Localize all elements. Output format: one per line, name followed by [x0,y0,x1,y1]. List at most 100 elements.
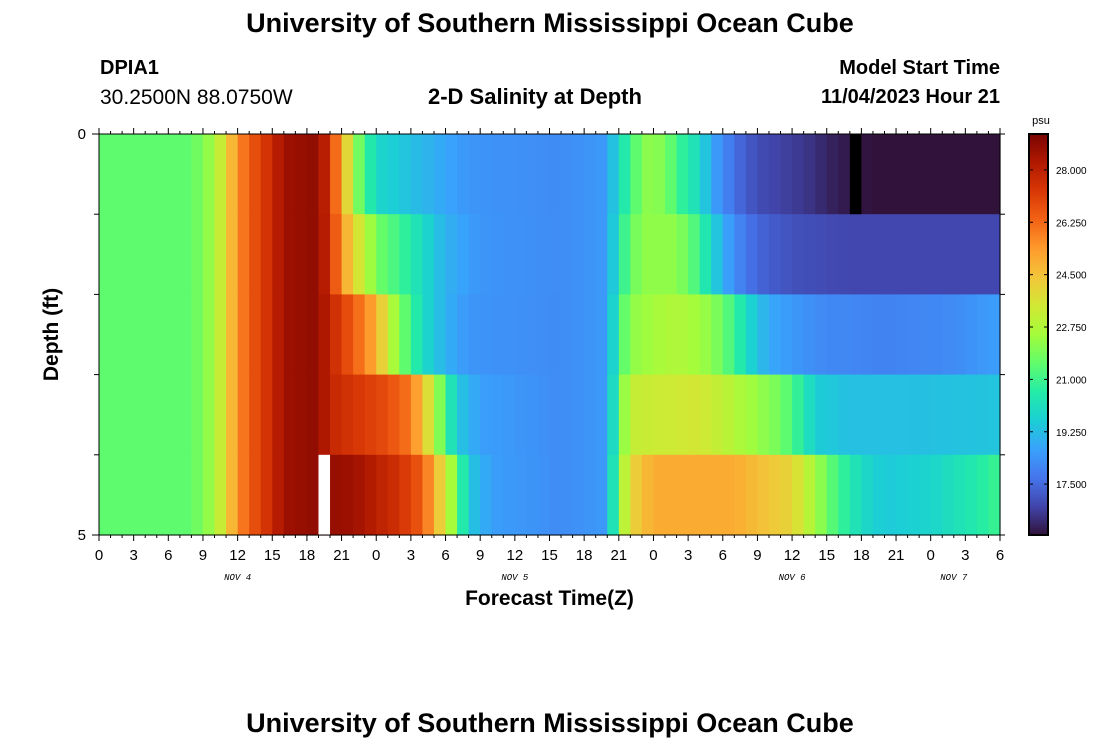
heatmap-cell [156,374,169,456]
heatmap-cell [688,214,701,295]
heatmap-cell [549,454,562,536]
heatmap-cell [838,454,851,536]
heatmap-cell [688,134,701,215]
heatmap-cell [226,134,239,215]
colorbar-segment [1029,487,1048,491]
x-tick-label: 21 [888,547,905,564]
heatmap-cell [306,134,320,215]
colorbar-segment [1029,449,1048,453]
y-tick-label: 0 [78,126,86,143]
heatmap-cell [988,294,1001,376]
heatmap-cell [410,294,424,376]
heatmap-cell [364,454,377,536]
x-tick-label: 9 [199,547,207,564]
heatmap-cell [965,294,978,376]
colorbar-segment [1029,382,1048,386]
heatmap-cell [861,214,874,295]
heatmap-cell [884,294,897,376]
heatmap-cell [433,454,447,536]
heatmap-cell [653,134,666,215]
heatmap-cell [861,294,874,376]
colorbar-segment [1029,389,1048,393]
colorbar-segment [1029,522,1048,526]
colorbar-segment [1029,387,1048,391]
colorbar-segment [1029,241,1048,245]
colorbar-segment [1029,507,1048,511]
colorbar-segment [1029,337,1048,341]
heatmap-cell [572,294,585,376]
heatmap-cell [676,374,689,456]
heatmap-cell [838,134,851,215]
heatmap-cell [907,294,920,376]
colorbar-tick-label: 21.000 [1056,375,1087,386]
colorbar-segment [1029,214,1048,218]
colorbar-segment [1029,189,1048,193]
colorbar-segment [1029,347,1048,351]
heatmap-cell [480,454,493,536]
heatmap-cell [630,454,643,536]
heatmap-cell [988,134,1001,215]
heatmap-cell [630,374,643,456]
colorbar-segment [1029,409,1048,413]
heatmap-cell [526,294,539,376]
heatmap-cell [815,294,828,376]
date-label: NOV 4 [224,573,251,583]
heatmap-cell [110,294,123,376]
colorbar-segment [1029,352,1048,356]
heatmap-cell [665,454,678,536]
heatmap-cell [260,454,273,536]
colorbar-segment [1029,354,1048,358]
heatmap-cell [872,294,886,376]
heatmap-cell [295,294,308,376]
colorbar-segment [1029,459,1048,463]
heatmap-cell [757,374,770,456]
heatmap-cell [884,134,897,215]
heatmap-cell [572,214,585,295]
colorbar-segment [1029,502,1048,506]
heatmap-cell [722,134,735,215]
heatmap-cell [826,294,839,376]
heatmap-cell [792,134,805,215]
heatmap-cell [202,214,216,295]
heatmap-cell [133,454,146,536]
heatmap-cell [433,214,447,295]
colorbar-segment [1029,201,1048,205]
colorbar-segment [1029,139,1048,143]
heatmap-cell [792,454,805,536]
heatmap-cell [849,374,862,456]
colorbar-segment [1029,349,1048,353]
colorbar-segment [1029,146,1048,150]
heatmap-cell [306,374,320,456]
colorbar-segment [1029,276,1048,280]
heatmap-cell [272,214,285,295]
heatmap-cell [295,454,308,536]
x-tick-label: 9 [753,547,761,564]
heatmap-cell [722,374,735,456]
heatmap-cell [145,454,158,536]
heatmap-cell [330,374,343,456]
heatmap-cell [653,454,666,536]
heatmap-cell [341,454,354,536]
heatmap-cell [688,294,701,376]
heatmap-cell [491,134,504,215]
heatmap-cell [665,214,678,295]
heatmap-cell [179,214,193,295]
colorbar-segment [1029,429,1048,433]
heatmap-cell [803,214,816,295]
colorbar-segment [1029,156,1048,160]
heatmap-cell [757,214,770,295]
colorbar-tick-label: 26.250 [1056,218,1087,229]
colorbar-segment [1029,239,1048,243]
heatmap-cell [364,374,377,456]
heatmap-cell [179,134,193,215]
heatmap-cell [896,294,909,376]
heatmap-cell [711,374,724,456]
colorbar-segment [1029,219,1048,223]
heatmap-cell [422,454,435,536]
heatmap-cell [722,214,735,295]
heatmap-cell [930,294,943,376]
heatmap-cell [838,294,851,376]
heatmap-cell [665,374,678,456]
heatmap-cell [872,214,886,295]
heatmap-cell [122,374,135,456]
